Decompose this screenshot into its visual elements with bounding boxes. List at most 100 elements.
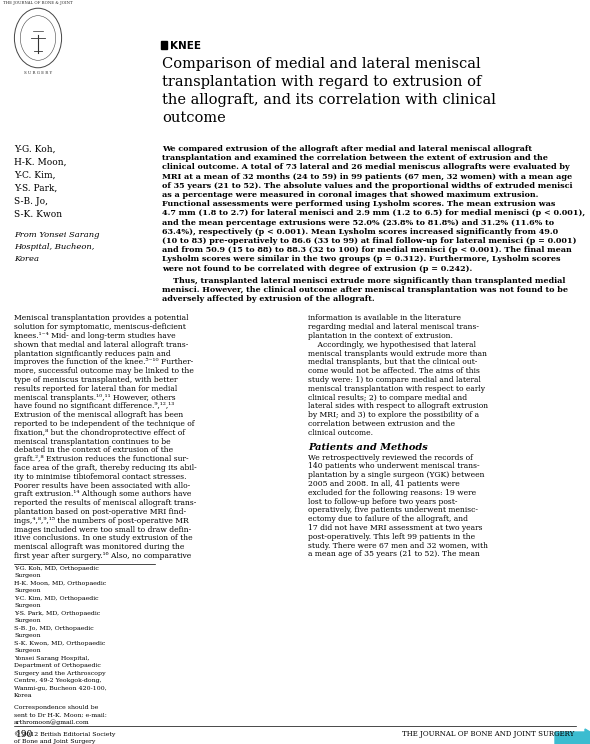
Text: Extrusion of the meniscal allograft has been: Extrusion of the meniscal allograft has … (14, 411, 183, 419)
Text: meniscal allograft was monitored during the: meniscal allograft was monitored during … (14, 543, 184, 551)
Text: lost to follow-up before two years post-: lost to follow-up before two years post- (308, 498, 457, 506)
Text: Y-C. Kim,: Y-C. Kim, (14, 171, 55, 180)
Text: itive conclusions. In one study extrusion of the: itive conclusions. In one study extrusio… (14, 534, 192, 542)
Text: clinical outcome.: clinical outcome. (308, 429, 373, 437)
Text: post-operatively. This left 99 patients in the: post-operatively. This left 99 patients … (308, 533, 475, 541)
Text: as a percentage were measured in coronal images that showed maximum extrusion.: as a percentage were measured in coronal… (162, 191, 538, 199)
Text: clinical outcome. A total of 73 lateral and 26 medial meniscus allografts were e: clinical outcome. A total of 73 lateral … (162, 164, 569, 171)
Text: Wanmi-gu, Bucheon 420-100,: Wanmi-gu, Bucheon 420-100, (14, 686, 107, 690)
Text: Korea: Korea (14, 255, 39, 263)
Text: Y-S. Park,: Y-S. Park, (14, 184, 57, 193)
Text: S-K. Kwon, MD, Orthopaedic: S-K. Kwon, MD, Orthopaedic (14, 641, 106, 646)
Text: ectomy due to failure of the allograft, and: ectomy due to failure of the allograft, … (308, 515, 468, 523)
Text: meniscal transplants would extrude more than: meniscal transplants would extrude more … (308, 350, 487, 358)
Text: study. There were 67 men and 32 women, with: study. There were 67 men and 32 women, w… (308, 542, 488, 550)
FancyBboxPatch shape (161, 41, 168, 49)
Text: adversely affected by extrusion of the allograft.: adversely affected by extrusion of the a… (162, 295, 375, 304)
Text: a mean age of 35 years (21 to 52). The mean: a mean age of 35 years (21 to 52). The m… (308, 551, 480, 559)
Text: Surgeon: Surgeon (14, 618, 41, 623)
Text: Department of Orthopaedic: Department of Orthopaedic (14, 664, 101, 668)
FancyArrow shape (555, 729, 590, 744)
Text: study were: 1) to compare medial and lateral: study were: 1) to compare medial and lat… (308, 376, 481, 384)
Text: ings,⁴,⁸,⁹,¹⁵ the numbers of post-operative MR: ings,⁴,⁸,⁹,¹⁵ the numbers of post-operat… (14, 517, 189, 525)
Text: menisci. However, the clinical outcome after meniscal transplantation was not fo: menisci. However, the clinical outcome a… (162, 286, 568, 294)
Text: meniscal transplants.¹⁰,¹¹ However, others: meniscal transplants.¹⁰,¹¹ However, othe… (14, 394, 176, 402)
Text: From Yonsei Sarang: From Yonsei Sarang (14, 231, 100, 239)
Text: Surgeon: Surgeon (14, 633, 41, 638)
Text: Korea: Korea (14, 693, 32, 699)
Text: sent to Dr H-K. Moon; e-mail:: sent to Dr H-K. Moon; e-mail: (14, 712, 107, 717)
Text: Comparison of medial and lateral meniscal: Comparison of medial and lateral menisca… (162, 57, 481, 71)
Text: of Bone and Joint Surgery: of Bone and Joint Surgery (14, 739, 96, 744)
Text: graft.²,⁸ Extrusion reduces the functional sur-: graft.²,⁸ Extrusion reduces the function… (14, 455, 189, 464)
Text: transplantation with regard to extrusion of: transplantation with regard to extrusion… (162, 75, 481, 89)
Text: Surgery and the Arthroscopy: Surgery and the Arthroscopy (14, 671, 106, 676)
Text: correlation between extrusion and the: correlation between extrusion and the (308, 420, 455, 428)
Text: KNEE: KNEE (170, 41, 201, 51)
Text: have found no significant difference.⁹,¹²,¹³: have found no significant difference.⁹,¹… (14, 403, 174, 411)
Text: operatively, five patients underwent menisc-: operatively, five patients underwent men… (308, 507, 478, 514)
Text: 4.7 mm (1.8 to 2.7) for lateral menisci and 2.9 mm (1.2 to 6.5) for medial menis: 4.7 mm (1.8 to 2.7) for lateral menisci … (162, 209, 585, 217)
Text: 140 patients who underwent meniscal trans-: 140 patients who underwent meniscal tran… (308, 463, 480, 470)
Text: plantation significantly reduces pain and: plantation significantly reduces pain an… (14, 350, 171, 358)
Text: Correspondence should be: Correspondence should be (14, 705, 99, 710)
Text: more, successful outcome may be linked to the: more, successful outcome may be linked t… (14, 368, 194, 375)
Text: ity to minimise tibiofemoral contact stresses.: ity to minimise tibiofemoral contact str… (14, 472, 186, 481)
Text: by MRI; and 3) to explore the possibility of a: by MRI; and 3) to explore the possibilit… (308, 411, 479, 419)
Text: reported to be independent of the technique of: reported to be independent of the techni… (14, 420, 195, 428)
Text: were not found to be correlated with degree of extrusion (p = 0.242).: were not found to be correlated with deg… (162, 265, 472, 272)
Text: © 2012 British Editorial Society: © 2012 British Editorial Society (14, 731, 116, 737)
Text: images included were too small to draw defin-: images included were too small to draw d… (14, 525, 191, 533)
Text: regarding medial and lateral meniscal trans-: regarding medial and lateral meniscal tr… (308, 323, 479, 331)
Text: fixation,⁸ but the chondroprotective effect of: fixation,⁸ but the chondroprotective eff… (14, 429, 185, 437)
Text: Accordingly, we hypothesised that lateral: Accordingly, we hypothesised that latera… (308, 341, 476, 349)
Text: results reported for lateral than for medial: results reported for lateral than for me… (14, 385, 177, 393)
Text: S-B. Jo, MD, Orthopaedic: S-B. Jo, MD, Orthopaedic (14, 626, 94, 631)
Text: H-K. Moon, MD, Orthopaedic: H-K. Moon, MD, Orthopaedic (14, 581, 106, 586)
Text: shown that medial and lateral allograft trans-: shown that medial and lateral allograft … (14, 341, 188, 349)
Text: type of meniscus transplanted, with better: type of meniscus transplanted, with bett… (14, 376, 178, 384)
Text: debated in the context of extrusion of the: debated in the context of extrusion of t… (14, 446, 173, 455)
Text: solution for symptomatic, meniscus-deficient: solution for symptomatic, meniscus-defic… (14, 323, 186, 331)
Text: Functional assessments were performed using Lysholm scores. The mean extrusion w: Functional assessments were performed us… (162, 200, 555, 208)
Text: Yonsei Sarang Hospital,: Yonsei Sarang Hospital, (14, 655, 90, 661)
Text: plantation in the context of extrusion.: plantation in the context of extrusion. (308, 332, 453, 340)
Text: meniscal transplantation continues to be: meniscal transplantation continues to be (14, 437, 171, 446)
Text: come would not be affected. The aims of this: come would not be affected. The aims of … (308, 368, 480, 375)
Text: We compared extrusion of the allograft after medial and lateral meniscal allogra: We compared extrusion of the allograft a… (162, 145, 532, 153)
Text: 63.4%), respectively (p < 0.001). Mean Lysholm scores increased significantly fr: 63.4%), respectively (p < 0.001). Mean L… (162, 228, 558, 236)
Text: Y-G. Koh,: Y-G. Koh, (14, 145, 55, 154)
Text: Meniscal transplantation provides a potential: Meniscal transplantation provides a pote… (14, 315, 188, 322)
Text: S-B. Jo,: S-B. Jo, (14, 197, 48, 206)
Text: improves the function of the knee.⁵⁻¹⁰ Further-: improves the function of the knee.⁵⁻¹⁰ F… (14, 359, 194, 366)
Text: of 35 years (21 to 52). The absolute values and the proportional widths of extru: of 35 years (21 to 52). The absolute val… (162, 182, 572, 190)
Text: Centre, 49-2 Yeokgok-dong,: Centre, 49-2 Yeokgok-dong, (14, 679, 101, 683)
Text: reported the results of meniscal allograft trans-: reported the results of meniscal allogra… (14, 499, 196, 507)
Text: (10 to 83) pre-operatively to 86.6 (33 to 99) at final follow-up for lateral men: (10 to 83) pre-operatively to 86.6 (33 t… (162, 237, 576, 245)
Text: meniscal transplantation with respect to early: meniscal transplantation with respect to… (308, 385, 485, 393)
Text: Surgeon: Surgeon (14, 648, 41, 653)
Text: Patients and Methods: Patients and Methods (308, 443, 428, 452)
Text: Y-C. Kim, MD, Orthopaedic: Y-C. Kim, MD, Orthopaedic (14, 596, 99, 601)
Text: Hospital, Bucheon,: Hospital, Bucheon, (14, 243, 94, 251)
Text: Lysholm scores were similar in the two groups (p = 0.312). Furthermore, Lysholm : Lysholm scores were similar in the two g… (162, 255, 560, 263)
Text: THE JOURNAL OF BONE & JOINT: THE JOURNAL OF BONE & JOINT (3, 1, 73, 4)
Text: Thus, transplanted lateral menisci extrude more significantly than transplanted : Thus, transplanted lateral menisci extru… (162, 277, 565, 285)
Text: transplantation and examined the correlation between the extent of extrusion and: transplantation and examined the correla… (162, 154, 548, 162)
Text: THE JOURNAL OF BONE AND JOINT SURGERY: THE JOURNAL OF BONE AND JOINT SURGERY (402, 730, 574, 738)
Text: and the mean percentage extrusions were 52.0% (23.8% to 81.8%) and 31.2% (11.6% : and the mean percentage extrusions were … (162, 219, 554, 227)
Text: the allograft, and its correlation with clinical: the allograft, and its correlation with … (162, 93, 496, 107)
Text: S U R G E R Y: S U R G E R Y (24, 71, 52, 75)
Text: arthromoon@gmail.com: arthromoon@gmail.com (14, 719, 90, 725)
Text: medial transplants, but that the clinical out-: medial transplants, but that the clinica… (308, 359, 477, 366)
Text: We retrospectively reviewed the records of: We retrospectively reviewed the records … (308, 454, 473, 461)
Text: excluded for the following reasons: 19 were: excluded for the following reasons: 19 w… (308, 489, 476, 497)
Text: 17 did not have MRI assessment at two years: 17 did not have MRI assessment at two ye… (308, 524, 483, 532)
Text: Y-G. Koh, MD, Orthopaedic: Y-G. Koh, MD, Orthopaedic (14, 565, 99, 571)
Text: Y-S. Park, MD, Orthopaedic: Y-S. Park, MD, Orthopaedic (14, 611, 100, 616)
Text: Surgeon: Surgeon (14, 603, 41, 609)
Text: information is available in the literature: information is available in the literatu… (308, 315, 461, 322)
Text: Surgeon: Surgeon (14, 574, 41, 578)
Text: Surgeon: Surgeon (14, 589, 41, 593)
Text: knees.¹⁻⁴ Mid- and long-term studies have: knees.¹⁻⁴ Mid- and long-term studies hav… (14, 332, 176, 340)
